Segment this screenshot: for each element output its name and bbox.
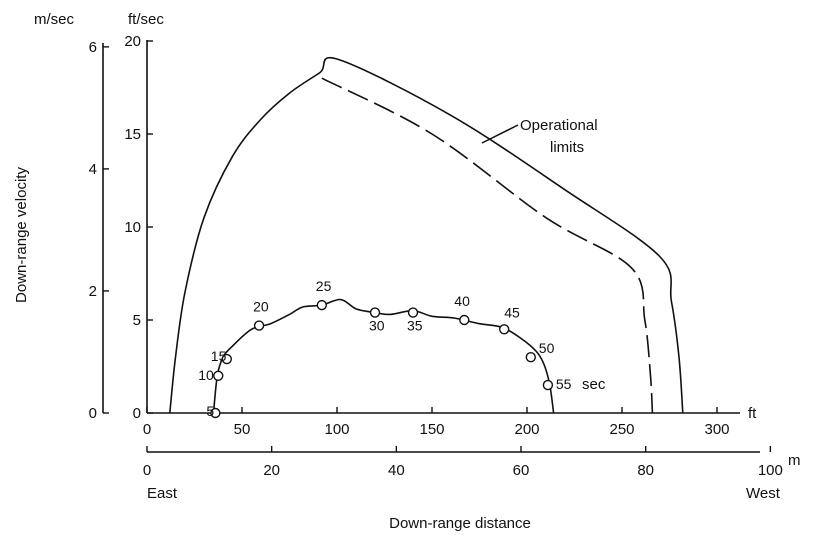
y-ticks-msec: 0 2 4 6 bbox=[89, 39, 109, 422]
x-tick-m-label: 0 bbox=[143, 462, 151, 479]
x-tick-m-label: 80 bbox=[637, 462, 654, 479]
y-axis-title: Down-range velocity bbox=[13, 167, 30, 303]
x-tick-ft-label: 250 bbox=[609, 421, 634, 438]
time-marker bbox=[210, 407, 221, 419]
time-marker-label: 10 bbox=[198, 367, 214, 383]
x-tick-ft-label: 50 bbox=[234, 421, 251, 438]
x-right-label: West bbox=[746, 485, 781, 502]
x-tick-ft-label: 0 bbox=[143, 421, 151, 438]
y-tick-ftsec-label: 0 bbox=[133, 405, 141, 422]
series-group bbox=[169, 57, 684, 414]
y-tick-ftsec-label: 5 bbox=[133, 312, 141, 329]
time-marker-label: 15 bbox=[211, 348, 227, 364]
time-marker-label: 55 bbox=[556, 376, 572, 392]
x-tick-m-label: 20 bbox=[263, 462, 280, 479]
x-tick-m-label: 60 bbox=[513, 462, 530, 479]
annotation-label: Operational limits bbox=[520, 117, 602, 156]
time-marker-label: 50 bbox=[539, 340, 555, 356]
y-unit-left-label: m/sec bbox=[34, 11, 75, 28]
x-tick-ft-label: 200 bbox=[514, 421, 539, 438]
time-marker bbox=[221, 353, 233, 365]
x-ticks-ft: 0 50 100 150 200 250 300 bbox=[143, 407, 730, 438]
markers-group: 5 10 15 20 25 30 35 40 45 50 55 bbox=[198, 278, 571, 419]
time-marker-label: 5 bbox=[206, 403, 214, 419]
x-tick-m-label: 100 bbox=[758, 462, 783, 479]
y-ticks-ftsec: 0 5 10 15 20 bbox=[124, 33, 153, 422]
time-marker bbox=[213, 370, 224, 381]
x-unit-m-label: m bbox=[788, 452, 801, 469]
time-marker-label: 30 bbox=[369, 318, 385, 334]
x-tick-ft-label: 300 bbox=[704, 421, 729, 438]
x-axis-title: Down-range distance bbox=[389, 515, 531, 532]
series-line-1 bbox=[321, 77, 654, 414]
time-marker-label: 40 bbox=[454, 293, 470, 309]
annotation-arrow bbox=[481, 124, 519, 144]
series-line-0 bbox=[169, 57, 684, 414]
y-tick-ftsec-label: 10 bbox=[124, 219, 141, 236]
time-marker-label: 45 bbox=[504, 304, 520, 320]
time-marker-label: 35 bbox=[407, 318, 423, 334]
series-line-2 bbox=[212, 298, 555, 414]
y-tick-msec-label: 6 bbox=[89, 39, 97, 56]
time-marker bbox=[542, 379, 554, 391]
x-ticks-m: 0 20 40 60 80 100 bbox=[143, 446, 783, 479]
y-tick-msec-label: 0 bbox=[89, 405, 97, 422]
time-marker bbox=[369, 307, 381, 318]
time-marker-label: 20 bbox=[253, 299, 269, 315]
y-tick-msec-label: 4 bbox=[89, 161, 97, 178]
time-marker-label: 25 bbox=[316, 278, 332, 294]
x-tick-ft-label: 100 bbox=[324, 421, 349, 438]
y-tick-ftsec-label: 15 bbox=[124, 126, 141, 143]
x-tick-ft-label: 150 bbox=[419, 421, 444, 438]
x-tick-m-label: 40 bbox=[388, 462, 405, 479]
time-marker bbox=[499, 324, 510, 335]
x-unit-ft-label: ft bbox=[748, 405, 757, 422]
time-marker bbox=[316, 299, 327, 311]
y-unit-right-label: ft/sec bbox=[128, 11, 164, 28]
time-marker bbox=[407, 307, 419, 318]
time-marker bbox=[525, 352, 536, 363]
time-unit-label: sec bbox=[582, 376, 606, 393]
y-tick-ftsec-label: 20 bbox=[124, 33, 141, 50]
x-left-label: East bbox=[147, 485, 178, 502]
y-tick-msec-label: 2 bbox=[89, 283, 97, 300]
time-marker bbox=[253, 320, 265, 331]
time-marker bbox=[459, 314, 470, 326]
